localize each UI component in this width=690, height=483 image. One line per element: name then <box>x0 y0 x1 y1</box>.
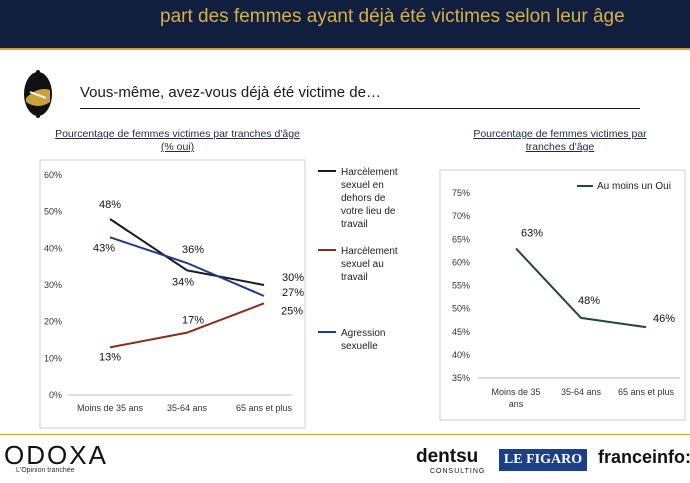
right-y-tick-label: 55% <box>452 281 470 291</box>
left-legend-label: votre lieu de <box>341 206 396 217</box>
right-legend-label: Au moins un Oui <box>597 181 671 192</box>
odoxa-tagline: L'Opinion tranchée <box>16 467 75 474</box>
left-chart-frame <box>39 159 306 429</box>
left-x-tick-label: 65 ans et plus <box>236 403 293 413</box>
page-title: part des femmes ayant déjà été victimes … <box>160 6 625 27</box>
question-text: Vous-même, avez-vous déjà été victime de… <box>80 84 381 101</box>
left-legend-label: sexuelle <box>341 341 378 352</box>
left-chart-subtitle-line2: (% oui) <box>160 141 195 153</box>
right-x-tick-label: Moins de 35 <box>491 387 540 397</box>
question-divider <box>80 108 640 109</box>
left-legend-label: Agression <box>341 328 385 339</box>
right-y-tick-label: 35% <box>452 373 470 383</box>
left-data-label: 43% <box>93 242 115 254</box>
right-y-tick-label: 70% <box>452 211 470 221</box>
right-chart-frame <box>439 169 686 421</box>
footer-divider <box>0 434 690 435</box>
dentsu-logo: dentsu <box>416 446 479 467</box>
left-data-label: 17% <box>182 315 204 327</box>
header-banner: part des femmes ayant déjà été victimes … <box>0 0 690 48</box>
left-data-label: 25% <box>281 305 303 317</box>
left-legend-label: travail <box>341 272 368 283</box>
right-data-label: 48% <box>578 295 600 307</box>
left-series-line <box>109 236 265 297</box>
left-legend-label: sexuel au <box>341 259 384 270</box>
dentsu-sub-logo: CONSULTING <box>430 468 486 475</box>
right-data-label: 63% <box>521 228 543 240</box>
right-y-tick-label: 45% <box>452 327 470 337</box>
left-series-line <box>109 218 265 286</box>
left-data-label: 30% <box>282 272 304 284</box>
right-x-tick-label: 65 ans et plus <box>618 387 675 397</box>
odoxa-logo: ODOXA <box>4 440 108 470</box>
right-data-label: 46% <box>653 313 675 325</box>
left-y-tick-label: 20% <box>44 317 62 327</box>
left-legend-label: Harcèlement <box>341 246 398 257</box>
right-x-tick-label: ans <box>509 399 524 409</box>
right-chart-subtitle: Pourcentage de femmes victimes par tranc… <box>455 128 665 154</box>
right-y-tick-label: 40% <box>452 350 470 360</box>
left-data-label: 34% <box>172 276 194 288</box>
left-y-tick-label: 30% <box>44 280 62 290</box>
left-chart-subtitle: Pourcentage de femmes victimes par tranc… <box>55 128 300 154</box>
right-y-tick-label: 75% <box>452 188 470 198</box>
left-data-label: 27% <box>282 287 304 299</box>
right-y-tick-label: 65% <box>452 234 470 244</box>
left-y-tick-label: 10% <box>44 353 62 363</box>
right-chart-subtitle-line1: Pourcentage de femmes victimes par <box>473 128 647 140</box>
right-x-tick-label: 35-64 ans <box>561 387 602 397</box>
left-x-tick-label: Moins de 35 ans <box>77 403 144 413</box>
left-legend-label: travail <box>341 219 368 230</box>
left-data-label: 36% <box>182 244 204 256</box>
left-y-tick-label: 40% <box>44 243 62 253</box>
right-series-line <box>515 247 647 329</box>
left-legend-label: dehors de <box>341 193 386 204</box>
question-logo-icon <box>24 70 52 118</box>
left-y-tick-label: 50% <box>44 207 62 217</box>
left-legend-label: Harcèlement <box>341 167 398 178</box>
left-y-tick-label: 60% <box>44 170 62 180</box>
left-chart-subtitle-line1: Pourcentage de femmes victimes par tranc… <box>55 128 300 140</box>
header-divider <box>0 48 690 50</box>
left-series-line <box>109 302 265 349</box>
right-chart-subtitle-line2: tranches d'âge <box>525 141 595 153</box>
franceinfo-logo: franceinfo: <box>598 447 690 467</box>
left-y-tick-label: 0% <box>49 390 62 400</box>
left-data-label: 48% <box>99 199 121 211</box>
figaro-logo: LE FIGARO <box>499 449 587 471</box>
left-legend-label: sexuel en <box>341 180 384 191</box>
right-y-tick-label: 50% <box>452 304 470 314</box>
left-data-label: 13% <box>99 351 121 363</box>
right-y-tick-label: 60% <box>452 257 470 267</box>
left-x-tick-label: 35-64 ans <box>167 403 208 413</box>
